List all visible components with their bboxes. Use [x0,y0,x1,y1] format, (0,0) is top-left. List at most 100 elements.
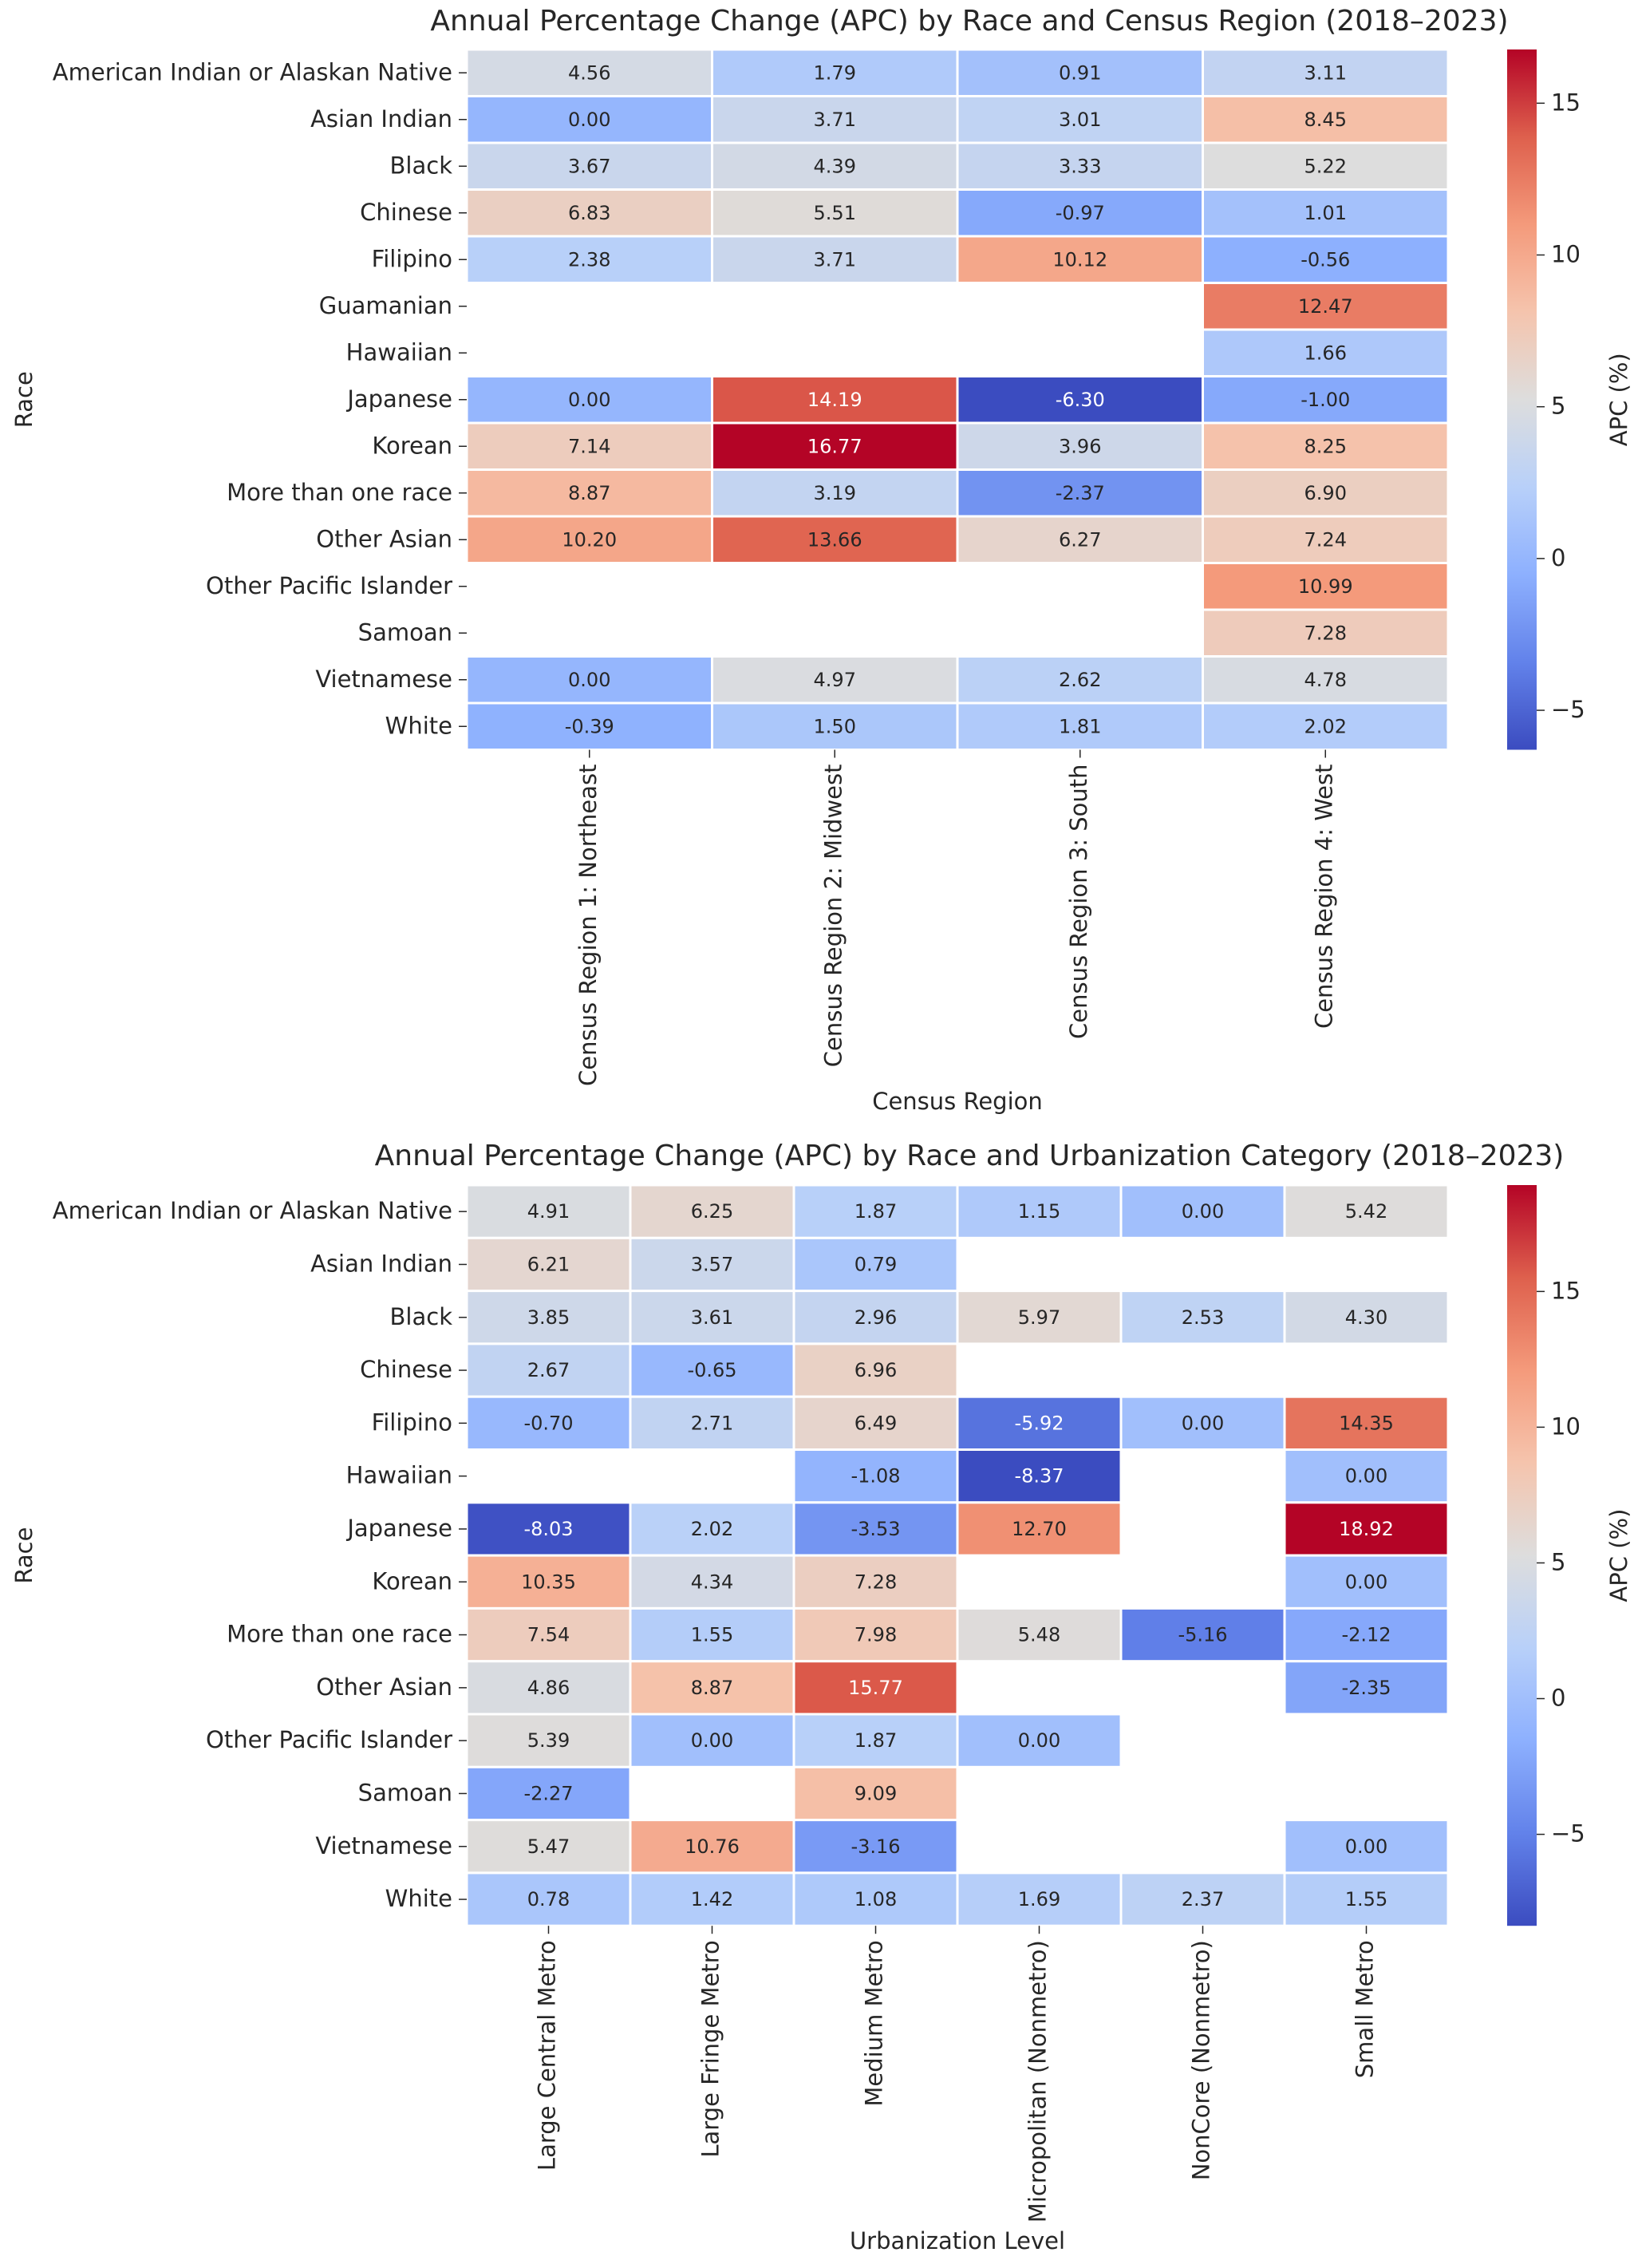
cell-value-label: 10.76 [685,1835,740,1858]
cell-value-label: 3.71 [814,248,856,271]
cell-value-label: -0.97 [1056,202,1105,224]
y-tick-label-korean: Korean [372,432,452,459]
cell-value-label: 1.69 [1018,1888,1060,1910]
heatmap-cell [1202,701,1450,751]
cell-value-label: 15.77 [848,1677,903,1699]
cell-value-label: 0.00 [1182,1200,1224,1223]
colorbar-tick-label: 5 [1551,1548,1565,1575]
cell-value-label: 4.91 [527,1200,570,1223]
heatmap-cell [1119,1871,1286,1927]
cell-value-label: 4.39 [814,155,856,177]
heatmap-cell [1202,562,1450,611]
cell-value-label: 1.15 [1018,1200,1060,1223]
heatmap-cell [1119,1183,1286,1239]
heatmap-cell [1202,235,1450,284]
cell-value-label: 0.00 [691,1729,733,1752]
colorbar-tick-label: 0 [1551,544,1565,571]
heatmap-cell [792,1183,959,1239]
heatmap-cell [465,375,713,425]
cell-value-label: 5.47 [527,1835,570,1858]
cell-value-label: 6.96 [854,1359,897,1381]
cell-value-label: 1.55 [1345,1888,1387,1910]
heatmap-cell [1202,328,1450,377]
y-axis-label: Race [10,371,37,428]
cell-value-label: 6.49 [854,1412,897,1434]
cell-value-label: -0.39 [565,715,614,737]
heatmap-cell [1283,1290,1450,1345]
cell-value-label: 3.67 [568,155,610,177]
x-axis-label: Census Region [872,1088,1043,1115]
cell-value-label: 1.55 [691,1624,733,1646]
heatmap-cell [956,1448,1123,1504]
heatmap-cell [711,188,959,238]
y-tick-label-chinese: Chinese [360,199,452,226]
cell-value-label: 2.62 [1059,669,1101,691]
cell-value-label: 1.08 [854,1888,897,1910]
heatmap-cell [465,1290,632,1345]
heatmap-cell [1119,1395,1286,1451]
cell-value-label: -2.35 [1341,1677,1391,1699]
cell-value-label: 3.85 [527,1306,570,1329]
cell-value-label: 0.00 [1018,1729,1060,1752]
cell-value-label: 7.54 [527,1624,570,1646]
heatmap-cell [629,1290,795,1345]
cell-value-label: 12.70 [1012,1518,1067,1540]
colorbar-tick-label: −5 [1551,696,1585,723]
y-tick-label-chinese: Chinese [360,1356,452,1383]
cell-value-label: 7.28 [1304,622,1347,644]
heatmap-cell [1202,188,1450,238]
cell-value-label: 0.91 [1059,61,1101,84]
heatmap-cell [465,701,713,751]
heatmap-cell [465,1606,632,1663]
cell-value-label: 2.02 [1304,715,1347,737]
colorbar-tick-label: 15 [1551,89,1581,116]
cell-value-label: 14.35 [1339,1412,1394,1434]
x-axis-label: Urbanization Level [850,2227,1065,2254]
cell-value-label: -2.12 [1341,1624,1391,1646]
x-tick-label-small-metro: Small Metro [1352,1940,1379,2078]
y-tick-label-japanese: Japanese [345,385,452,413]
y-tick-label-more-than-one-race: More than one race [227,1621,452,1648]
cell-value-label: 2.38 [568,248,610,271]
cell-value-label: 5.51 [814,202,856,224]
colorbar-label: APC (%) [1605,353,1632,446]
cell-value-label: 10.35 [521,1571,576,1593]
heatmap-cell [1283,1819,1450,1875]
heatmap-cell [629,1819,795,1875]
cell-value-label: 1.87 [854,1729,897,1752]
cell-value-label: 5.97 [1018,1306,1060,1329]
cell-value-label: 0.78 [527,1888,570,1910]
heatmap-cell [629,1871,795,1927]
cell-value-label: 6.21 [527,1253,570,1275]
heatmap-cell [1283,1554,1450,1610]
cell-value-label: -0.65 [687,1359,736,1381]
heatmap-cell [465,1660,632,1716]
heatmap-cell [792,1448,959,1504]
cell-value-label: 0.00 [568,389,610,411]
cell-value-label: 5.42 [1345,1200,1387,1223]
heatmap-cell [711,655,959,705]
y-tick-label-more-than-one-race: More than one race [227,479,452,506]
cell-value-label: 3.71 [814,109,856,131]
cell-value-label: 2.96 [854,1306,897,1329]
y-tick-label-black: Black [390,1303,453,1330]
colorbar [1507,1185,1537,1926]
heatmap-cell [1283,1501,1450,1557]
heatmap-cell [1202,282,1450,331]
heatmap-cell [1202,95,1450,144]
cell-value-label: 0.00 [1345,1835,1387,1858]
colorbar-tick-label: 5 [1551,393,1565,420]
cell-value-label: -8.03 [523,1518,573,1540]
heatmap-cell [1283,1448,1450,1504]
cell-value-label: 3.96 [1059,435,1101,457]
cell-value-label: 7.98 [854,1624,897,1646]
heatmap-cell [465,515,713,564]
heatmap-cell [711,141,959,191]
heatmap-cell [792,1290,959,1345]
colorbar-tick-label: −5 [1551,1820,1585,1847]
cell-value-label: 4.34 [691,1571,733,1593]
heatmap-cell [1202,375,1450,425]
heatmap-cell [1202,421,1450,471]
heatmap-cell [711,48,959,97]
